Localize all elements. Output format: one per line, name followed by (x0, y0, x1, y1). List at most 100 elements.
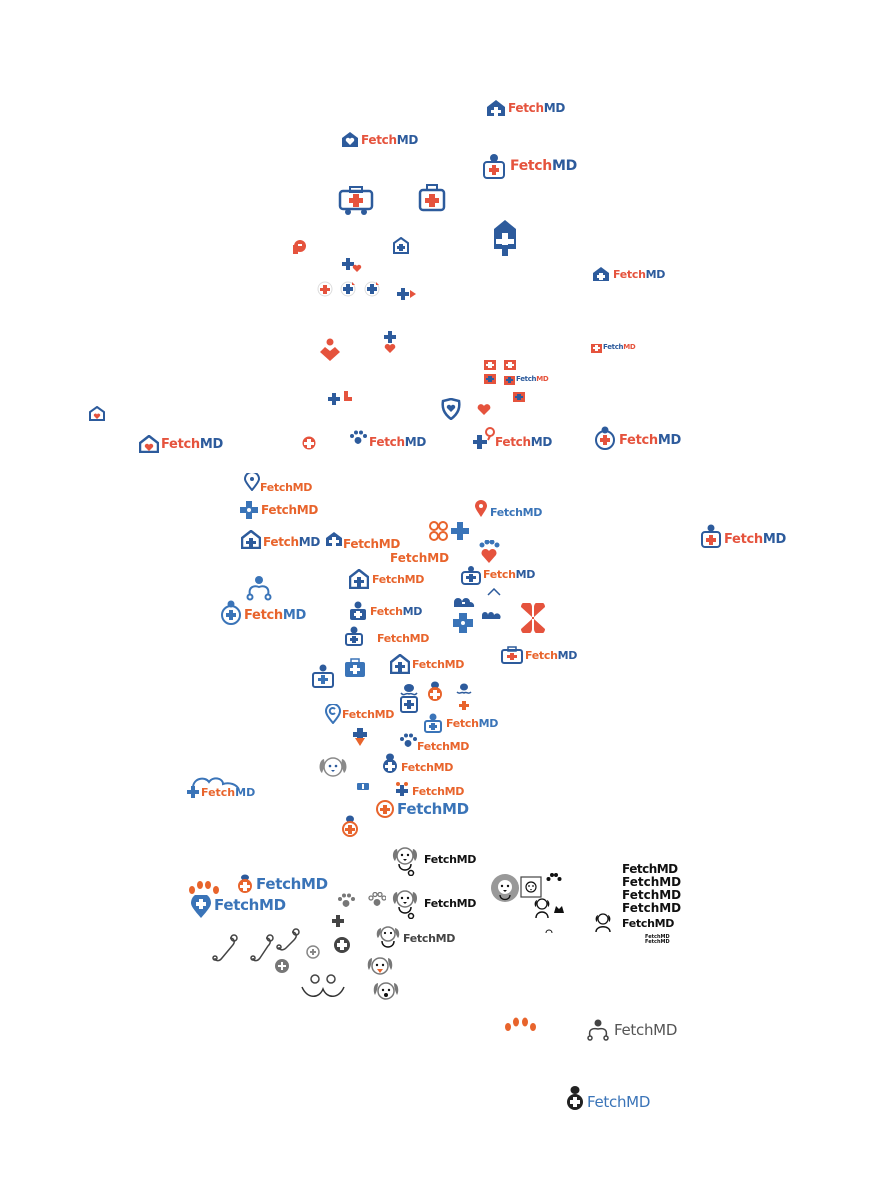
logo-vet-bag-fetchmd: FetchMD (700, 524, 786, 548)
dog-square-icon (520, 876, 542, 898)
house-cross-icon (241, 530, 261, 549)
paw-heart-icon (479, 540, 500, 563)
logo-house-fetchmd: FetchMD (592, 266, 665, 282)
logo-pin-fetchmd: FetchMD (325, 704, 394, 724)
vet-badge-icon (342, 815, 358, 837)
paw-cross-icon (396, 782, 408, 796)
vet-cross-icon (456, 683, 472, 710)
bag-icon (591, 344, 602, 353)
cloud-cross-icon (187, 777, 240, 798)
clover-cross-pair-icon (429, 521, 469, 541)
logo-house-cross-fetchmd: FetchMD (349, 569, 424, 589)
logo-cross-fetchmd: FetchMD (239, 500, 318, 520)
logo-paw-pin-fetchmd: FetchMD (244, 470, 312, 493)
mini-dog-icon (554, 906, 564, 913)
house-cross-icon (593, 267, 609, 281)
logo-vet-badge-fetchmd: FetchMD (565, 1086, 650, 1112)
dog-doctor-icon (595, 913, 611, 933)
bag-icon (513, 392, 525, 402)
cross-icon (240, 501, 258, 519)
paw-print-icon (189, 881, 219, 894)
medical-bag-icon (501, 646, 523, 664)
logo-medical-bag-fetchmd: FetchMD (482, 153, 577, 179)
house-cross-icon (487, 100, 505, 116)
cross-badge-icon (317, 281, 333, 297)
logo-vet-badge-fetchmd: FetchMD (594, 426, 681, 450)
pin-cross-icon (293, 240, 306, 254)
paw-print-icon (400, 733, 417, 747)
vet-badge-icon (428, 681, 442, 701)
vet-bag-icon (345, 626, 363, 646)
logo-bag-fetchmd: FetchMD (501, 646, 577, 664)
paw-print-icon (546, 873, 562, 881)
logo-vet-bag-fetchmd: FetchMD (344, 626, 429, 646)
location-pin-icon (191, 895, 211, 918)
medical-bag-icon (345, 658, 365, 677)
wordmark: FetchMD (622, 875, 682, 889)
dog-stethoscope-icon (392, 847, 418, 876)
vet-badge-icon (221, 600, 241, 625)
house-heart-icon (139, 435, 159, 453)
cross-icon (332, 915, 344, 927)
logo-vet-fetchmd: FetchMD (423, 713, 498, 733)
wordmark-heavy: FetchMD (622, 862, 678, 876)
logo-paw-fetchmd: FetchMD (399, 729, 469, 752)
logo-house-cross-fetchmd: FetchMD (390, 654, 464, 674)
logo-stethoscope-fetchmd: FetchMD (586, 1019, 677, 1041)
stethoscope-vet-icon (246, 576, 272, 601)
medical-bag-icon (418, 184, 446, 212)
house-cross-icon (390, 654, 410, 674)
logo-house-heart-fetchmd: FetchMD (139, 435, 223, 453)
cross-badge-icon (306, 945, 320, 959)
logo-vet-fetchmd: FetchMD (348, 601, 422, 621)
logo-house-cross-fetchmd: FetchMD (325, 528, 400, 550)
cross-arrow-icon (397, 288, 416, 300)
logo-paw-fetchmd: FetchMD (349, 428, 426, 448)
cross-badge-icon (376, 800, 394, 818)
logo-vet-badge-fetchmd: FetchMD (236, 874, 328, 894)
vet-badge-icon (595, 426, 615, 450)
dog-head-icon (319, 757, 347, 777)
cloud-bag-icon (454, 598, 475, 607)
bag-icon (504, 376, 515, 385)
stethoscope-icon (212, 934, 238, 962)
wordmark: FetchMD (390, 551, 450, 565)
logo-badge-fetchmd: FetchMD (376, 800, 469, 818)
house-cross-icon (393, 237, 409, 254)
dog-doctor-icon (534, 898, 550, 919)
mini-bag-icon (357, 783, 369, 790)
logo-pin-cross-fetchmd: FetchMD (190, 895, 286, 919)
logo-cross-pin-fetchmd: FetchMD (473, 427, 552, 449)
house-cross-icon (349, 569, 369, 589)
vet-bag-icon (701, 524, 721, 548)
logo-dog-doctor-fetchmd: FetchMD (593, 913, 674, 933)
roof-icon (487, 588, 501, 596)
dog-stethoscope-icon (376, 926, 400, 948)
cloud-bag-icon (482, 612, 501, 619)
mini-mark-icon (545, 929, 553, 934)
bag-icon (504, 360, 516, 370)
logo-house-cross-fetchmd: FetchMD (486, 99, 565, 117)
logo-cloud-cross-fetchmd (187, 774, 251, 798)
badge-icon (302, 436, 316, 450)
house-heart-icon (89, 406, 105, 421)
stethoscope-icon (276, 928, 300, 951)
wordmark: FetchMD (201, 786, 256, 799)
heart-icon (477, 404, 491, 415)
stethoscope-vet-icon (587, 1019, 609, 1041)
paw-print-icon (368, 892, 386, 906)
dog-head-icon (373, 982, 399, 1000)
stethoscope-icon (250, 934, 274, 962)
vet-bag-icon (400, 684, 418, 713)
logo-dog-stethoscope-fetchmd: FetchMD (391, 846, 476, 876)
logo-mini-fetchmd: FetchMD (504, 374, 549, 385)
vet-bag-icon (312, 664, 334, 688)
bag-icon (484, 374, 496, 384)
vet-badge-icon (567, 1086, 583, 1110)
logo-vet-badge-fetchmd: FetchMD (381, 753, 453, 775)
logo-small-fetchmd: FetchMD (591, 342, 636, 353)
vet-badge-icon (383, 753, 397, 773)
cross-badge-icon (275, 959, 289, 973)
vet-bag-icon (483, 154, 505, 179)
vet-bag-icon (461, 566, 481, 585)
